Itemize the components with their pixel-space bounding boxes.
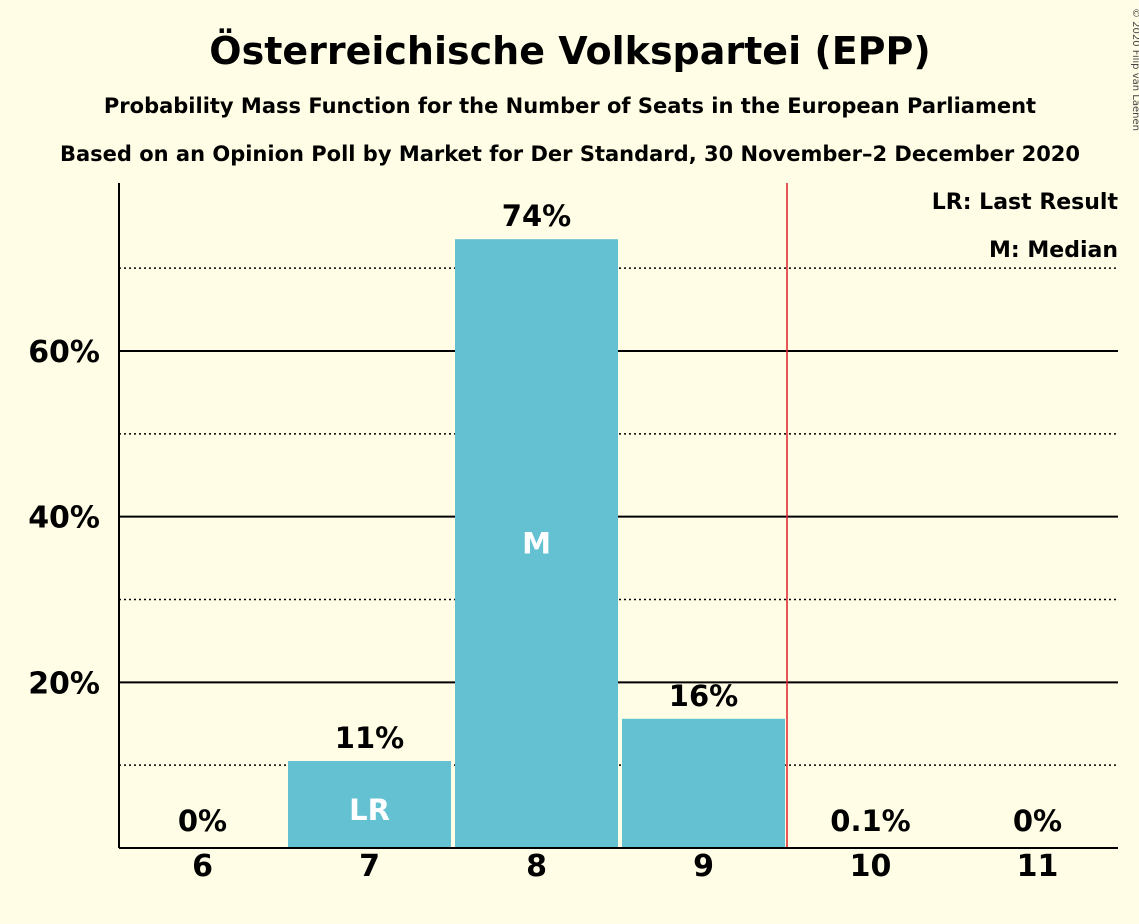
chart-source: Based on an Opinion Poll by Market for D… [60,142,1080,166]
data-labels: 0% 11% LR 74% M 16% 0.1% 0% [178,199,1062,838]
x-tick-label: 8 [526,849,547,884]
data-label: 0% [1013,804,1062,838]
data-label: 74% [502,199,571,233]
last-result-marker: LR [349,793,390,827]
bar [455,239,618,849]
legend-median: M: Median [989,238,1118,263]
bars [288,239,785,849]
x-tick-label: 11 [1017,849,1059,884]
legend-last-result: LR: Last Result [932,190,1119,215]
x-tick-label: 7 [359,849,380,884]
chart-title: Österreichische Volkspartei (EPP) [209,29,930,73]
x-tick-label: 6 [192,849,213,884]
x-tick-label: 9 [693,849,714,884]
bar [288,761,451,848]
y-tick-label: 40% [28,501,100,536]
axes: 20% 40% 60% 6 7 8 9 10 11 [28,183,1118,884]
data-label: 0.1% [830,804,910,838]
data-label: 0% [178,804,227,838]
copyright: © 2020 Filip van Laenen [1130,8,1139,131]
y-tick-label: 60% [28,335,100,370]
y-tick-label: 20% [28,666,100,701]
grid [119,267,1118,766]
x-tick-label: 10 [850,849,892,884]
bar [622,718,785,848]
median-marker: M [522,527,551,561]
chart-subtitle: Probability Mass Function for the Number… [104,94,1036,118]
data-label: 11% [335,721,404,755]
data-label: 16% [669,679,738,713]
